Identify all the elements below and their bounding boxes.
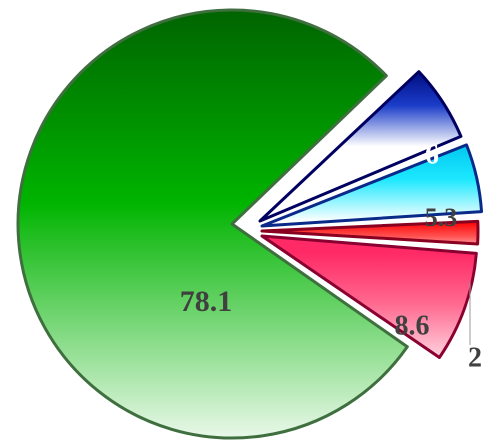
- label-5-3: 5.3: [425, 203, 458, 232]
- label-6: 6: [425, 139, 439, 170]
- label-8-6: 8.6: [395, 310, 430, 341]
- pie-slice-6: [258, 70, 463, 223]
- label-78-1: 78.1: [180, 285, 233, 318]
- pie-slice-78-1: [16, 8, 409, 440]
- pie-labels: 78.1 6 5.3 8.6 2: [180, 139, 482, 373]
- pie-slice-8-6: [260, 234, 478, 359]
- pie-slice-5-3: [260, 143, 484, 228]
- label-2: 2: [468, 342, 482, 373]
- pie-slice-2: [260, 219, 480, 246]
- pie-slices: [16, 8, 484, 440]
